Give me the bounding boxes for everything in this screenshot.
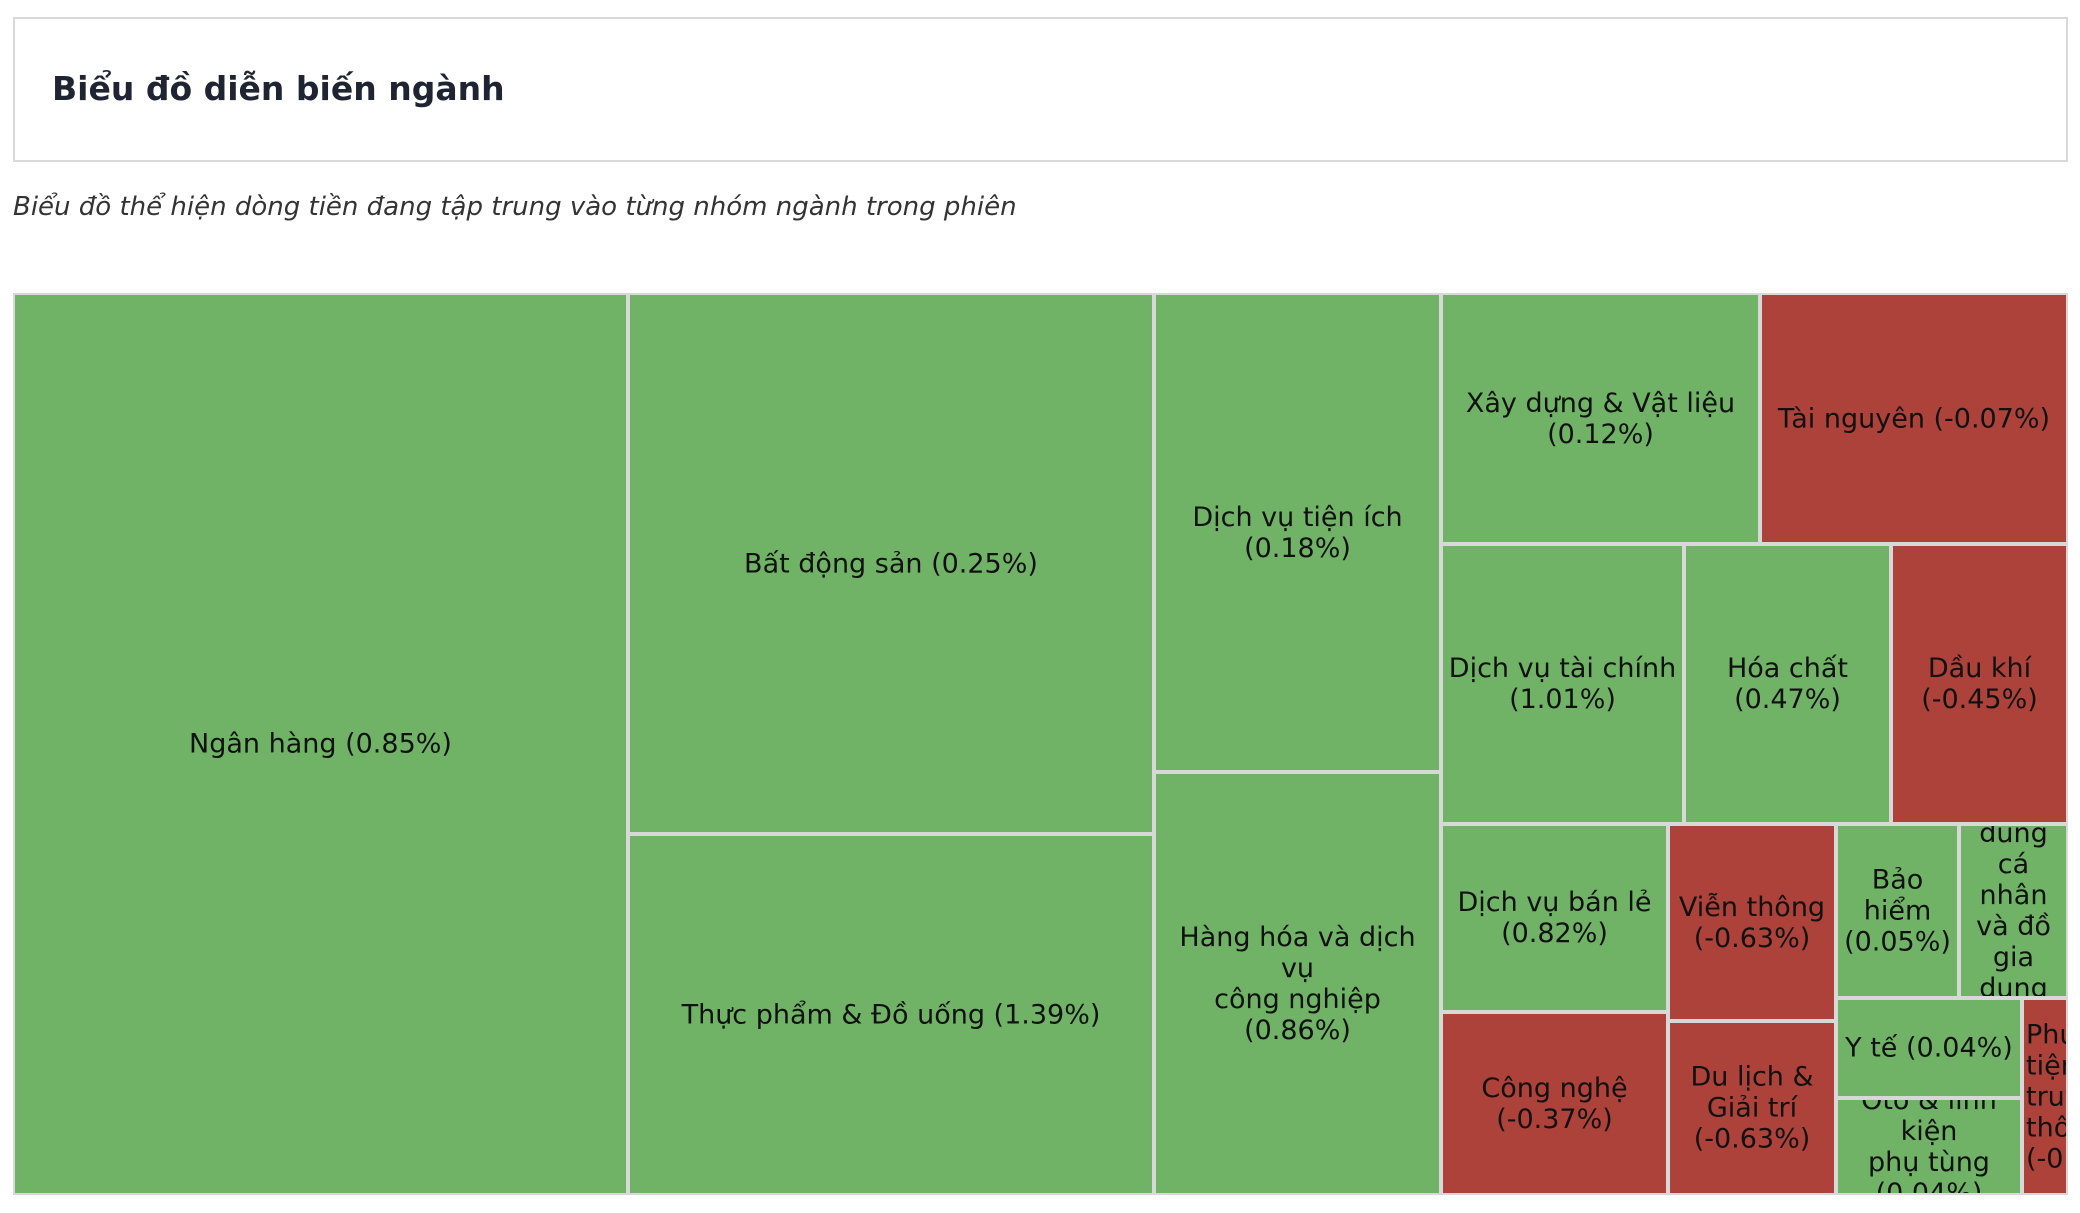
treemap-tile[interactable]: Bảo hiểm (0.05%) (1836, 824, 1959, 998)
treemap-tile-label: Ôtô & linh kiện phụ tùng (0.04%) (1861, 1098, 1997, 1195)
treemap-tile[interactable]: Dầu khí (-0.45%) (1891, 544, 2068, 824)
treemap-tile-label: Dầu khí (-0.45%) (1921, 653, 2038, 715)
treemap-tile[interactable]: Xây dựng & Vật liệu (0.12%) (1441, 293, 1760, 544)
treemap-tile[interactable]: Hóa chất (0.47%) (1684, 544, 1891, 824)
treemap-tile[interactable]: Hàng hóa và dịch vụ công nghiệp (0.86%) (1154, 772, 1441, 1195)
treemap-tile[interactable]: Viễn thông (-0.63%) (1668, 824, 1836, 1021)
treemap-tile-label: Viễn thông (-0.63%) (1678, 891, 1826, 954)
treemap-tile[interactable]: Y tế (0.04%) (1836, 998, 2022, 1098)
treemap-tile-label: Du lịch & Giải trí (-0.63%) (1690, 1061, 1814, 1155)
treemap-tile[interactable]: Phươngtiệntruyềnthông(-0.4 (2022, 998, 2068, 1195)
treemap-tile-label: Dịch vụ bán lẻ (0.82%) (1457, 887, 1652, 949)
treemap-tile[interactable]: Dịch vụ tài chính (1.01%) (1441, 544, 1684, 824)
treemap-tile-label: Dịch vụ tiện ích (0.18%) (1192, 501, 1403, 564)
treemap-tile-label: Thực phẩm & Đồ uống (1.39%) (681, 999, 1101, 1030)
treemap-tile[interactable]: Bất động sản (0.25%) (628, 293, 1154, 834)
treemap-tile-label: Y tế (0.04%) (1845, 1032, 2013, 1064)
treemap-tile-label: Xây dựng & Vật liệu (0.12%) (1465, 387, 1736, 450)
page-title: Biểu đồ diễn biến ngành (52, 69, 505, 108)
treemap-tile-label: Ngân hàng (0.85%) (189, 728, 452, 760)
treemap-tile[interactable]: Ngân hàng (0.85%) (13, 293, 628, 1195)
treemap-tile-label: Bảo hiểm (0.05%) (1844, 864, 1951, 958)
treemap-tile-label: Dịch vụ tài chính (1.01%) (1448, 653, 1677, 715)
chart-subtitle: Biểu đồ thể hiện dòng tiền đang tập trun… (13, 192, 1017, 222)
treemap-tile[interactable]: Dịch vụ bán lẻ (0.82%) (1441, 824, 1668, 1012)
treemap-tile-label: Hóa chất (0.47%) (1726, 653, 1849, 715)
treemap-tile-label: Bất động sản (0.25%) (744, 548, 1038, 579)
treemap-tile-label: Hàng hóa và dịch vụ công nghiệp (0.86%) (1179, 921, 1416, 1046)
treemap-tile[interactable]: Ôtô & linh kiện phụ tùng (0.04%) (1836, 1098, 2022, 1195)
chart-header: Biểu đồ diễn biến ngành (13, 17, 2068, 162)
treemap-tile[interactable]: Tài nguyên (-0.07%) (1760, 293, 2068, 544)
treemap-tile[interactable]: Thực phẩm & Đồ uống (1.39%) (628, 834, 1154, 1195)
treemap-tile[interactable]: Dịch vụ tiện ích (0.18%) (1154, 293, 1441, 772)
treemap-tile-label: Tài nguyên (-0.07%) (1777, 403, 2051, 434)
treemap-tile[interactable]: Công nghệ (-0.37%) (1441, 1012, 1668, 1195)
treemap-tile-label: Công nghệ (-0.37%) (1481, 1072, 1628, 1135)
sector-treemap: Ngân hàng (0.85%) Bất động sản (0.25%) Thự… (13, 293, 2068, 1195)
treemap-tile-label: Phươngtiệntruyềnthông(-0.4 (2026, 1019, 2066, 1174)
treemap-tile[interactable]: Du lịch & Giải trí (-0.63%) (1668, 1021, 1836, 1195)
